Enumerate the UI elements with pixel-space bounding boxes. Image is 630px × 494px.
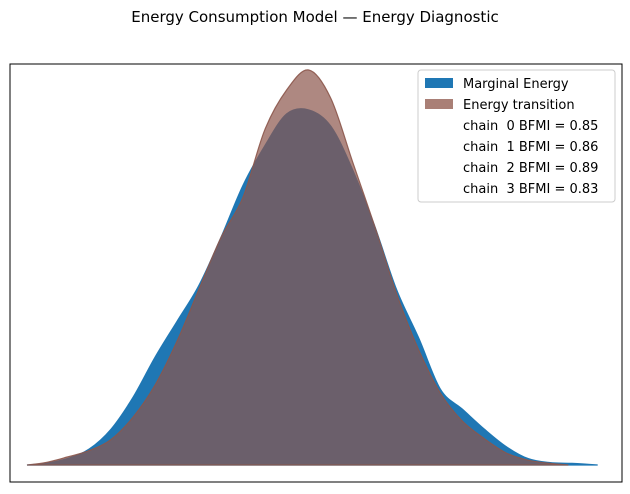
legend-label-3: chain 1 BFMI = 0.86 — [463, 140, 598, 155]
plot-area — [26, 69, 598, 466]
legend-label-4: chain 2 BFMI = 0.89 — [463, 161, 598, 176]
legend-swatch-0 — [425, 78, 453, 88]
chart-title: Energy Consumption Model — Energy Diagno… — [131, 8, 498, 26]
legend-label-2: chain 0 BFMI = 0.85 — [463, 119, 598, 134]
legend: Marginal Energy Energy transition chain 0 … — [417, 69, 616, 203]
legend-box — [417, 69, 616, 203]
legend-label-0: Marginal Energy — [463, 77, 569, 92]
series-area-energy-transition — [26, 69, 569, 466]
legend-label-1: Energy transition — [463, 98, 575, 113]
legend-label-5: chain 3 BFMI = 0.83 — [463, 182, 598, 197]
legend-swatch-1 — [425, 99, 453, 109]
axes-frame — [9, 63, 623, 483]
